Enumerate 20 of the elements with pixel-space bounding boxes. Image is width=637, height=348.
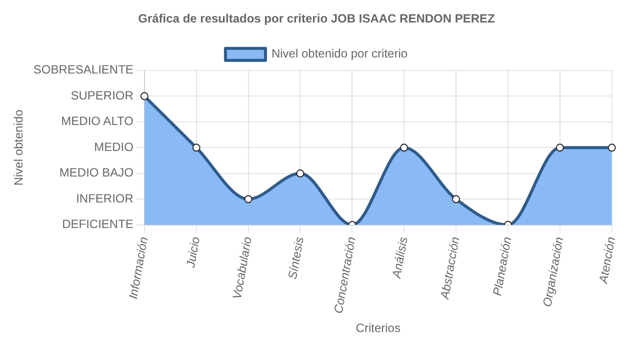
text: MEDIO xyxy=(94,140,134,154)
x-tick-label: Atención xyxy=(596,236,618,286)
x-tick-label: Síntesis xyxy=(285,236,306,280)
x-axis-title: Criterios xyxy=(356,321,400,336)
text: Nivel obtenido xyxy=(12,109,26,186)
chart-title: Gráfica de resultados por criterio JOB ISAAC RENDON PEREZ xyxy=(138,12,495,26)
x-tick-label: Análisis xyxy=(389,236,410,280)
text: DEFICIENTE xyxy=(62,217,134,232)
x-tick-label: Planeación xyxy=(490,236,514,297)
text: SOBRESALIENTE xyxy=(33,62,134,77)
x-tick-label: Vocabulario xyxy=(230,236,255,300)
x-tick-label: Abstracción xyxy=(437,236,462,301)
text: SUPERIOR xyxy=(70,88,134,102)
x-tick-label: Información xyxy=(126,236,151,300)
x-tick-label: Juicio xyxy=(183,236,203,270)
x-tick-label: Organización xyxy=(540,236,566,308)
text: MEDIO BAJO xyxy=(59,166,134,180)
text: MEDIO ALTO xyxy=(61,114,134,128)
legend-label: Nivel obtenido por criterio xyxy=(271,46,408,61)
text: INFERIOR xyxy=(76,191,134,206)
